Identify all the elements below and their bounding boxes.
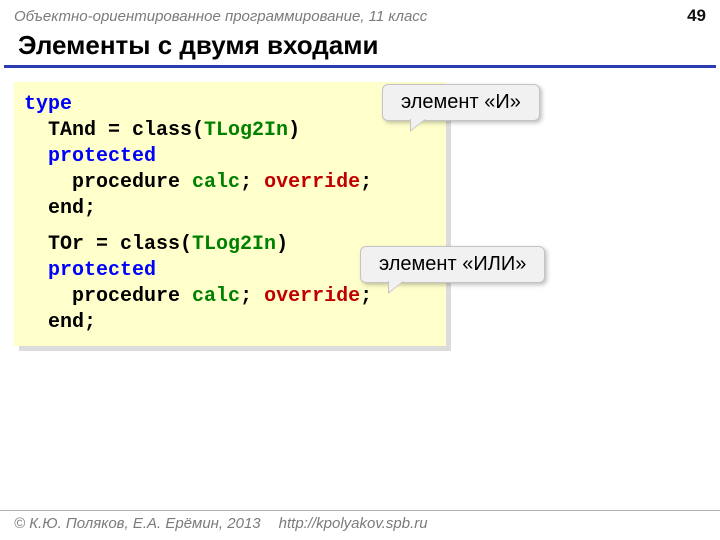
code-override-2: override <box>264 285 360 308</box>
code-semi2: ; <box>360 171 372 194</box>
code-proc-kw-2: procedure <box>72 285 192 308</box>
callout-or: элемент «ИЛИ» <box>360 246 545 283</box>
code-protected: protected <box>48 145 156 168</box>
code-proc-name-2: calc <box>192 285 240 308</box>
code-semi: ; <box>240 171 264 194</box>
header-bar: Объектно-ориентированное программировани… <box>0 0 720 28</box>
code-tor: TOr = class( <box>48 233 192 256</box>
code-end: end; <box>48 197 96 220</box>
code-paren: ) <box>288 119 300 142</box>
footer-url: http://kpolyakov.spb.ru <box>279 515 428 532</box>
slide-page: Объектно-ориентированное программировани… <box>0 0 720 540</box>
code-end-2: end; <box>48 311 96 334</box>
content-area: type TAnd = class(TLog2In) protected pro… <box>0 68 720 356</box>
page-number: 49 <box>687 6 706 26</box>
code-block: type TAnd = class(TLog2In) protected pro… <box>14 82 446 346</box>
code-paren-2: ) <box>276 233 288 256</box>
code-base-type-2: TLog2In <box>192 233 276 256</box>
code-proc-kw: procedure <box>72 171 192 194</box>
code-tand: TAnd = class( <box>48 119 204 142</box>
code-kw: type <box>24 93 72 116</box>
code-protected-2: protected <box>48 259 156 282</box>
footer-bar: © К.Ю. Поляков, Е.А. Ерёмин, 2013 http:/… <box>0 510 720 538</box>
code-base-type: TLog2In <box>204 119 288 142</box>
slide-title: Элементы с двумя входами <box>4 28 716 68</box>
code-semi-4: ; <box>360 285 372 308</box>
code-proc-name: calc <box>192 171 240 194</box>
code-semi-3: ; <box>240 285 264 308</box>
footer-copyright: © К.Ю. Поляков, Е.А. Ерёмин, 2013 <box>14 515 261 532</box>
code-override: override <box>264 171 360 194</box>
code-block-wrap: type TAnd = class(TLog2In) protected pro… <box>14 82 446 346</box>
course-label: Объектно-ориентированное программировани… <box>14 8 427 25</box>
callout-and: элемент «И» <box>382 84 540 121</box>
